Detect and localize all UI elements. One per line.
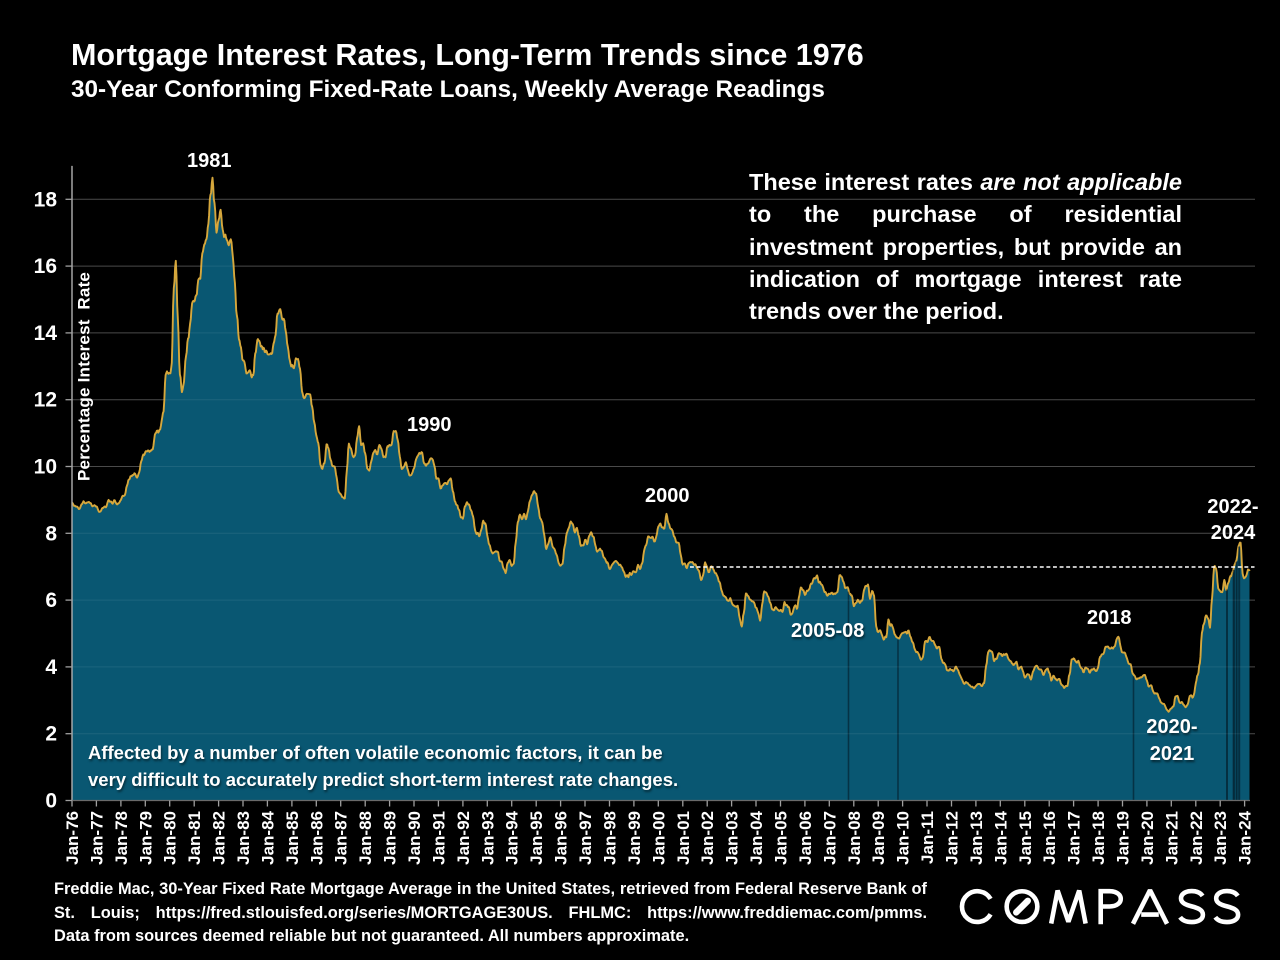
svg-text:4: 4 xyxy=(45,656,57,679)
svg-text:Jan-12: Jan-12 xyxy=(943,811,962,865)
svg-text:Jan-79: Jan-79 xyxy=(136,811,155,865)
svg-text:Jan-90: Jan-90 xyxy=(405,811,424,865)
svg-text:Jan-05: Jan-05 xyxy=(772,811,791,865)
svg-text:2: 2 xyxy=(45,723,57,746)
svg-text:Jan-23: Jan-23 xyxy=(1211,811,1230,865)
svg-text:6: 6 xyxy=(45,589,57,612)
svg-text:Jan-76: Jan-76 xyxy=(63,811,82,865)
svg-text:Jan-01: Jan-01 xyxy=(674,811,693,865)
svg-text:8: 8 xyxy=(45,522,57,545)
svg-text:Jan-93: Jan-93 xyxy=(478,811,497,865)
svg-text:Jan-89: Jan-89 xyxy=(381,811,400,865)
svg-text:Jan-11: Jan-11 xyxy=(918,811,937,864)
svg-text:Jan-10: Jan-10 xyxy=(894,811,913,865)
svg-text:Percentage Interest Rate: Percentage Interest Rate xyxy=(75,272,94,481)
svg-text:Jan-21: Jan-21 xyxy=(1162,811,1181,865)
svg-text:Jan-19: Jan-19 xyxy=(1114,811,1133,865)
svg-text:Jan-92: Jan-92 xyxy=(454,811,473,865)
svg-text:Jan-85: Jan-85 xyxy=(283,811,302,865)
svg-text:12: 12 xyxy=(34,389,57,412)
svg-text:Jan-24: Jan-24 xyxy=(1236,810,1255,864)
svg-text:Jan-00: Jan-00 xyxy=(649,811,668,865)
svg-text:Jan-77: Jan-77 xyxy=(87,811,106,865)
svg-text:Jan-88: Jan-88 xyxy=(356,811,375,865)
svg-text:Jan-16: Jan-16 xyxy=(1040,811,1059,865)
svg-text:Jan-98: Jan-98 xyxy=(601,811,620,865)
svg-text:Jan-83: Jan-83 xyxy=(234,811,253,865)
svg-text:Jan-18: Jan-18 xyxy=(1089,811,1108,865)
svg-text:Jan-03: Jan-03 xyxy=(723,811,742,865)
svg-text:Jan-94: Jan-94 xyxy=(503,810,522,864)
svg-text:Jan-20: Jan-20 xyxy=(1138,811,1157,865)
svg-text:Jan-14: Jan-14 xyxy=(991,810,1010,864)
svg-text:10: 10 xyxy=(34,456,57,479)
svg-text:Jan-13: Jan-13 xyxy=(967,811,986,865)
svg-text:Jan-06: Jan-06 xyxy=(796,811,815,865)
svg-text:Jan-22: Jan-22 xyxy=(1187,811,1206,865)
svg-text:18: 18 xyxy=(34,188,58,211)
svg-text:Jan-86: Jan-86 xyxy=(307,811,326,865)
svg-text:Jan-97: Jan-97 xyxy=(576,811,595,865)
svg-text:16: 16 xyxy=(34,255,57,278)
svg-text:Jan-08: Jan-08 xyxy=(845,811,864,865)
svg-text:Jan-80: Jan-80 xyxy=(161,811,180,865)
svg-text:Jan-02: Jan-02 xyxy=(698,811,717,865)
svg-text:Jan-91: Jan-91 xyxy=(429,811,448,865)
svg-text:Jan-15: Jan-15 xyxy=(1016,811,1035,865)
svg-text:Jan-96: Jan-96 xyxy=(552,811,571,865)
svg-text:Jan-87: Jan-87 xyxy=(332,811,351,865)
svg-text:14: 14 xyxy=(34,322,58,345)
svg-text:Jan-84: Jan-84 xyxy=(258,810,277,864)
svg-text:Jan-17: Jan-17 xyxy=(1065,811,1084,865)
svg-text:Jan-95: Jan-95 xyxy=(527,811,546,865)
svg-text:Jan-82: Jan-82 xyxy=(210,811,229,865)
svg-text:Jan-78: Jan-78 xyxy=(112,811,131,865)
svg-text:Jan-07: Jan-07 xyxy=(820,811,839,865)
svg-text:Jan-09: Jan-09 xyxy=(869,811,888,865)
svg-text:Jan-04: Jan-04 xyxy=(747,810,766,864)
svg-text:Jan-99: Jan-99 xyxy=(625,811,644,865)
svg-text:0: 0 xyxy=(45,790,57,813)
svg-text:Jan-81: Jan-81 xyxy=(185,811,204,865)
